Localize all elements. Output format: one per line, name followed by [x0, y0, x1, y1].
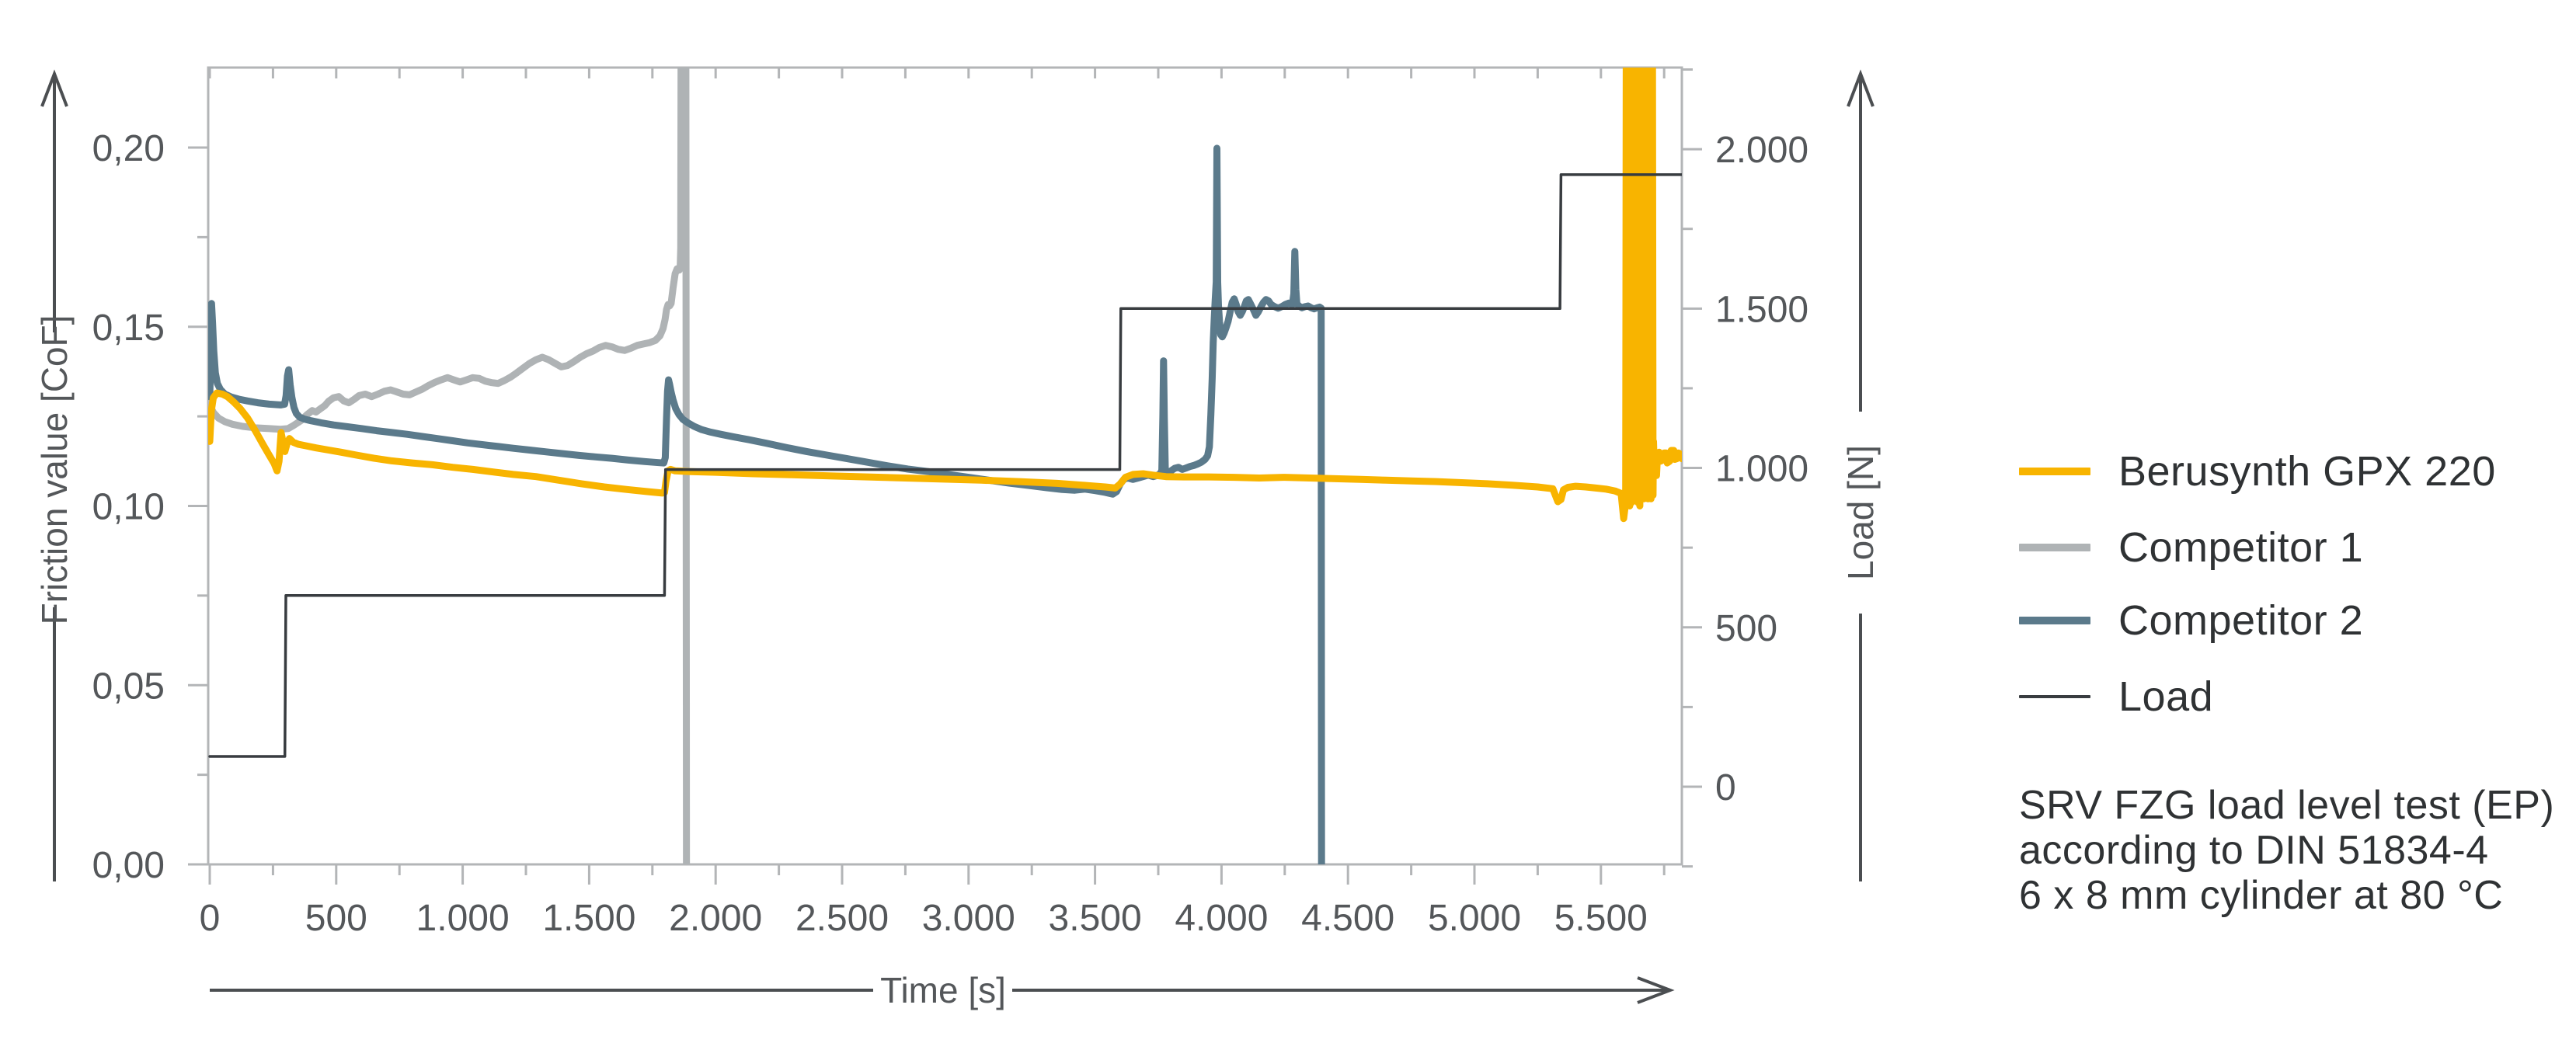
x-tick-label: 1.000 — [416, 898, 510, 939]
series-competitor-2 — [208, 144, 1325, 864]
legend-item-competitor1: Competitor 1 — [2019, 524, 2363, 571]
friction-axis-title: Friction value [CoF] — [34, 315, 75, 625]
legend-line-competitor2-icon — [2019, 597, 2090, 644]
legend-line-competitor1-icon — [2019, 524, 2090, 571]
legend-label-competitor1: Competitor 1 — [2118, 524, 2364, 571]
series-berusynth-gpx-220 — [208, 68, 1682, 523]
x-tick-label: 500 — [305, 898, 367, 939]
test-description-line-3: 6 x 8 mm cylinder at 80 °C — [2019, 873, 2504, 918]
x-tick-label: 5.000 — [1428, 898, 1521, 939]
series-group — [208, 68, 1682, 864]
load-axis-title: Load [N] — [1840, 445, 1881, 580]
x-tick-label: 1.500 — [542, 898, 635, 939]
load-axis-arrowhead-icon — [1847, 69, 1875, 107]
time-axis-title: Time [s] — [880, 970, 1006, 1010]
y-left-tick-label: 0,05 — [92, 666, 165, 707]
series-competitor-1 — [208, 68, 691, 864]
y-right-tick-label: 1.000 — [1715, 449, 1808, 490]
y-left-tick-label: 0,20 — [92, 128, 165, 169]
legend-item-load: Load — [2019, 673, 2213, 720]
y-left-tick-label: 0,10 — [92, 487, 165, 528]
y-right-tick-label: 500 — [1715, 608, 1777, 649]
series-load — [208, 173, 1682, 758]
y-left-tick-label: 0,00 — [92, 845, 165, 886]
legend-item-berusynth: Berusynth GPX 220 — [2019, 448, 2496, 495]
legend-line-load-icon — [2019, 673, 2090, 720]
y-left-tick-label: 0,15 — [92, 308, 165, 349]
x-tick-label: 0 — [200, 898, 221, 939]
legend-label-berusynth: Berusynth GPX 220 — [2118, 448, 2496, 495]
test-description-line-2: according to DIN 51834-4 — [2019, 828, 2489, 873]
x-tick-label: 5.500 — [1554, 898, 1648, 939]
test-description-line-1: SRV FZG load level test (EP) — [2019, 783, 2555, 828]
x-tick-label: 4.000 — [1175, 898, 1268, 939]
y-right-tick-label: 1.500 — [1715, 289, 1808, 330]
legend-label-load: Load — [2118, 673, 2214, 720]
y-right-tick-label: 0 — [1715, 767, 1736, 808]
plot-frame — [207, 66, 1683, 866]
time-axis-arrowhead-icon — [1637, 976, 1675, 1004]
friction-axis-arrowhead-icon — [40, 69, 68, 107]
legend-label-competitor2: Competitor 2 — [2118, 597, 2364, 644]
x-tick-label: 2.000 — [669, 898, 762, 939]
x-tick-label: 3.000 — [922, 898, 1015, 939]
y-right-tick-label: 2.000 — [1715, 130, 1808, 171]
x-tick-label: 2.500 — [795, 898, 889, 939]
legend-line-berusynth-icon — [2019, 448, 2090, 495]
legend-item-competitor2: Competitor 2 — [2019, 597, 2363, 644]
test-description: SRV FZG load level test (EP) according t… — [2019, 783, 2554, 918]
x-tick-label: 4.500 — [1301, 898, 1394, 939]
x-tick-label: 3.500 — [1049, 898, 1142, 939]
